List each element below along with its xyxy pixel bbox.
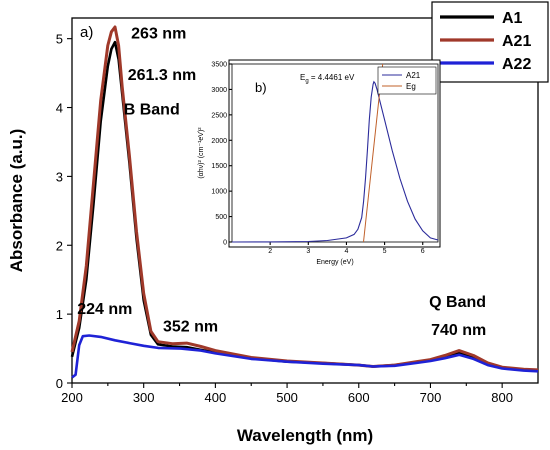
main-annotations: 263 nm 261.3 nm B Band 224 nm 352 nm Q Band 74… <box>77 26 486 339</box>
inset-plot-frame <box>231 63 439 243</box>
annotation-label: B Band <box>124 101 180 118</box>
annotation-label: 263 nm <box>131 26 186 43</box>
inset-x-tick-label: 4 <box>344 248 348 255</box>
inset-legend: A21 Eg <box>377 66 437 95</box>
inset-legend-label-eg: Eg <box>406 82 416 91</box>
series-line-a22 <box>71 334 539 379</box>
y-tick-label: 5 <box>56 32 63 47</box>
x-axis-title: Wavelength (nm) <box>237 426 373 445</box>
main-plot-frame <box>71 17 539 384</box>
y-tick-label: 3 <box>56 169 63 184</box>
annotation-label: Q Band <box>429 294 486 311</box>
legend-label-a22: A22 <box>502 56 531 73</box>
y-tick-label: 1 <box>56 307 63 322</box>
x-tick-label: 200 <box>61 390 83 405</box>
annotation-label: 261.3 nm <box>128 67 196 84</box>
eg-annotation-sub: g <box>305 79 308 85</box>
inset-axes: 2 3 4 5 6 0 500 1000 1500 2000 2500 3000 3500 Energy … <box>198 62 439 266</box>
legend-label-a1: A1 <box>502 10 523 27</box>
inset-chart: 2 3 4 5 6 0 500 1000 1500 2000 2500 3000 3500 Energy … <box>198 59 441 266</box>
inset-y-tick-label: 0 <box>223 240 227 247</box>
x-tick-label: 400 <box>205 390 227 405</box>
main-axes: 200 300 400 500 600 700 800 0 1 2 3 4 5 Wavelength (n… <box>7 17 539 445</box>
inset-y-tick-label: 2500 <box>211 112 227 119</box>
inset-y-tick-label: 1000 <box>211 189 227 196</box>
annotation-label: 224 nm <box>77 301 132 318</box>
inset-y-tick-label: 3000 <box>211 87 227 94</box>
x-tick-label: 600 <box>348 390 370 405</box>
inset-series-line-a21 <box>231 80 439 243</box>
y-tick-label: 0 <box>56 376 63 391</box>
main-series-group <box>70 25 539 379</box>
inset-y-tick-label: 1500 <box>211 163 227 170</box>
x-tick-label: 300 <box>133 390 155 405</box>
inset-legend-label-a21: A21 <box>406 71 421 80</box>
inset-x-tick-label: 2 <box>268 248 272 255</box>
eg-annotation-value: = 4.4461 eV <box>309 73 355 82</box>
inset-x-axis-title: Energy (eV) <box>316 259 353 266</box>
inset-x-tick-label: 3 <box>306 248 310 255</box>
main-legend-box <box>431 1 549 83</box>
y-tick-label: 2 <box>56 238 63 253</box>
inset-x-tick-label: 5 <box>383 248 387 255</box>
x-tick-label: 800 <box>491 390 513 405</box>
eg-annotation: Eg = 4.4461 eV <box>300 73 355 85</box>
inset-y-axis-title: (αhν)² (cm⁻¹eV)² <box>198 127 205 179</box>
panel-label-b: b) <box>255 80 267 95</box>
main-legend: A1 A21 A22 <box>431 1 549 83</box>
annotation-label: 352 nm <box>163 318 218 335</box>
annotation-label: 740 nm <box>431 322 486 339</box>
y-tick-label: 4 <box>56 101 63 116</box>
x-tick-label: 500 <box>276 390 298 405</box>
panel-label-a: a) <box>80 24 93 41</box>
inset-legend-box <box>377 66 437 95</box>
series-line-a21 <box>70 25 539 372</box>
inset-y-tick-label: 2000 <box>211 138 227 145</box>
x-tick-label: 700 <box>420 390 442 405</box>
y-axis-title: Absorbance (a.u.) <box>7 129 26 273</box>
legend-label-a21: A21 <box>502 33 531 50</box>
inset-x-tick-label: 6 <box>421 248 425 255</box>
inset-y-tick-label: 3500 <box>211 62 227 69</box>
series-line-a1 <box>70 40 539 372</box>
inset-y-tick-label: 500 <box>215 214 227 221</box>
eg-annotation-e: E <box>300 73 305 82</box>
